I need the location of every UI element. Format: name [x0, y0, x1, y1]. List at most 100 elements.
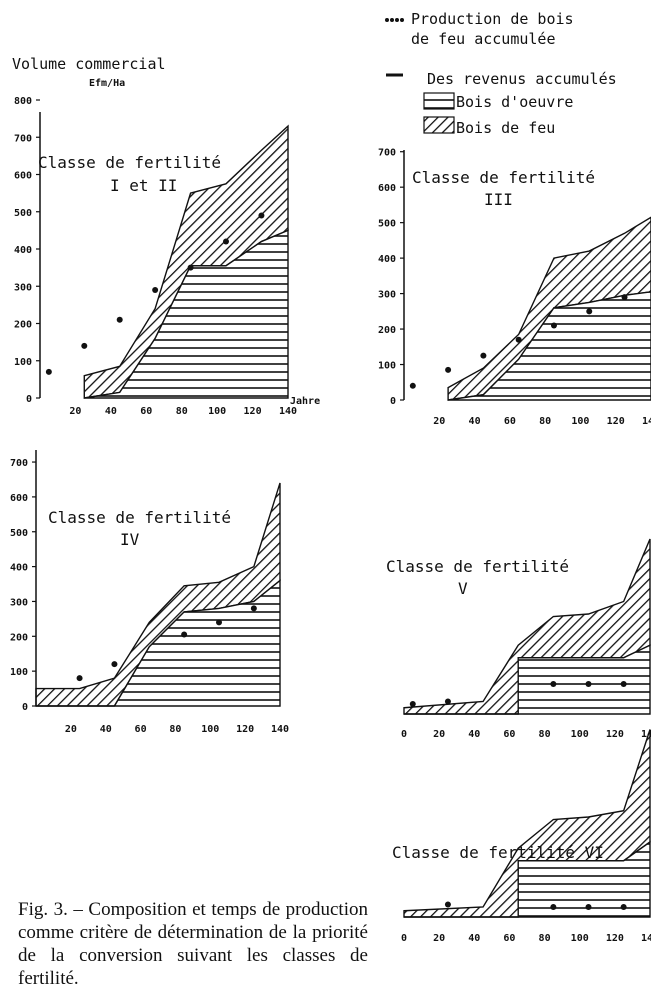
y-tick-label: 700 [14, 133, 32, 144]
firewood-point [445, 366, 452, 373]
x-tick-label: 20 [69, 406, 81, 417]
y-tick-label: 400 [10, 563, 28, 574]
firewood-point [444, 901, 451, 908]
chart-3: 0 100 200 300 400 500 600 700 20 40 60 80 100 120 140 C… [10, 450, 289, 735]
chart-4: 0 20 40 60 80 100 120 140 Classe de fertilité V [386, 538, 651, 740]
firewood-point [76, 675, 83, 682]
x-tick-label: 120 [606, 729, 624, 740]
chart-5: 0 20 40 60 80 100 120 140 Classe de fertilité VI [392, 729, 651, 944]
firewood-point [258, 212, 265, 219]
y-tick-label: 100 [14, 357, 32, 368]
y-tick-label: 200 [10, 632, 28, 643]
chart-title: III [484, 190, 513, 209]
firewood-point [621, 294, 628, 301]
firewood-point [116, 316, 123, 323]
legend-horizontal-hatch-label: Bois d'oeuvre [456, 93, 573, 111]
firewood-point [45, 368, 52, 375]
y-tick-label: 0 [26, 394, 32, 405]
y-tick-label: 600 [378, 183, 396, 194]
x-tick-label: 120 [606, 933, 624, 944]
x-tick-label: 140 [642, 416, 651, 427]
x-tick-label: 0 [401, 933, 407, 944]
x-tick-label: 80 [539, 416, 551, 427]
x-tick-label: 20 [433, 729, 445, 740]
x-axis-title: Jahre [290, 396, 320, 407]
chart-1: 0 100 200 300 400 500 600 700 800 20 40 60 80 100 120 1… [14, 96, 297, 417]
x-tick-label: 100 [201, 724, 219, 735]
y-tick-label: 200 [378, 325, 396, 336]
y-tick-label: 300 [10, 597, 28, 608]
x-tick-label: 60 [504, 416, 516, 427]
firewood-point [585, 904, 592, 910]
firewood-point [250, 605, 257, 612]
chart-title: V [458, 579, 468, 598]
firewood-point [620, 904, 627, 910]
x-tick-label: 80 [539, 729, 551, 740]
legend-dots-marker [385, 18, 404, 22]
firewood-point [409, 701, 416, 707]
y-axis-unit: Efm/Ha [89, 78, 125, 89]
x-tick-label: 20 [433, 416, 445, 427]
y-tick-label: 600 [10, 493, 28, 504]
x-tick-label: 40 [468, 729, 480, 740]
chart-title: IV [120, 530, 140, 549]
y-tick-label: 500 [14, 208, 32, 219]
x-tick-label: 100 [571, 416, 589, 427]
x-tick-label: 140 [271, 724, 289, 735]
legend-dots-label-line1: Production de bois [411, 10, 574, 28]
firewood-point [585, 681, 592, 687]
bois-d-oeuvre-area [448, 291, 651, 401]
x-tick-label: 60 [140, 406, 152, 417]
firewood-point [550, 322, 557, 329]
x-tick-label: 80 [169, 724, 181, 735]
x-tick-label: 120 [244, 406, 262, 417]
x-tick-label: 120 [607, 416, 625, 427]
x-tick-label: 140 [641, 933, 651, 944]
firewood-point [409, 382, 416, 389]
x-tick-label: 20 [65, 724, 77, 735]
y-tick-label: 600 [14, 171, 32, 182]
x-tick-label: 40 [468, 933, 480, 944]
firewood-point [181, 631, 188, 638]
x-tick-label: 100 [571, 729, 589, 740]
x-tick-label: 20 [433, 933, 445, 944]
firewood-point [480, 352, 487, 359]
y-tick-label: 300 [14, 282, 32, 293]
x-tick-label: 60 [503, 729, 515, 740]
y-axis-title: Volume commercial [12, 55, 166, 73]
firewood-point [187, 264, 194, 271]
chart-title: I et II [110, 176, 177, 195]
y-tick-label: 400 [14, 245, 32, 256]
x-tick-label: 0 [401, 729, 407, 740]
chart-title: Classe de fertilité [386, 557, 569, 576]
firewood-point [111, 661, 118, 668]
firewood-point [223, 238, 229, 245]
y-tick-label: 0 [390, 396, 396, 407]
legend-dots-label-line2: de feu accumulée [411, 30, 556, 48]
firewood-point [550, 904, 557, 910]
chart-title: Classe de fertilité [48, 508, 231, 527]
bois-d-oeuvre-area [36, 579, 281, 707]
y-tick-label: 700 [10, 458, 28, 469]
y-tick-label: 200 [14, 320, 32, 331]
x-tick-label: 40 [100, 724, 112, 735]
legend-line-label: Des revenus accumulés [427, 70, 617, 88]
chart-title: Classe de fertilité [38, 153, 221, 172]
firewood-point [620, 681, 627, 687]
firewood-point [444, 698, 451, 705]
bois-d-oeuvre-area [404, 644, 651, 715]
x-tick-label: 140 [279, 406, 297, 417]
x-tick-label: 100 [208, 406, 226, 417]
x-tick-label: 40 [105, 406, 117, 417]
legend: Production de bois de feu accumulée Des … [385, 10, 617, 137]
y-tick-label: 100 [378, 361, 396, 372]
bois-d-oeuvre-area [404, 840, 651, 918]
x-tick-label: 100 [571, 933, 589, 944]
firewood-point [216, 619, 222, 626]
x-tick-label: 80 [539, 933, 551, 944]
firewood-point [515, 336, 522, 343]
y-tick-label: 300 [378, 290, 396, 301]
legend-diagonal-hatch-label: Bois de feu [456, 119, 555, 137]
